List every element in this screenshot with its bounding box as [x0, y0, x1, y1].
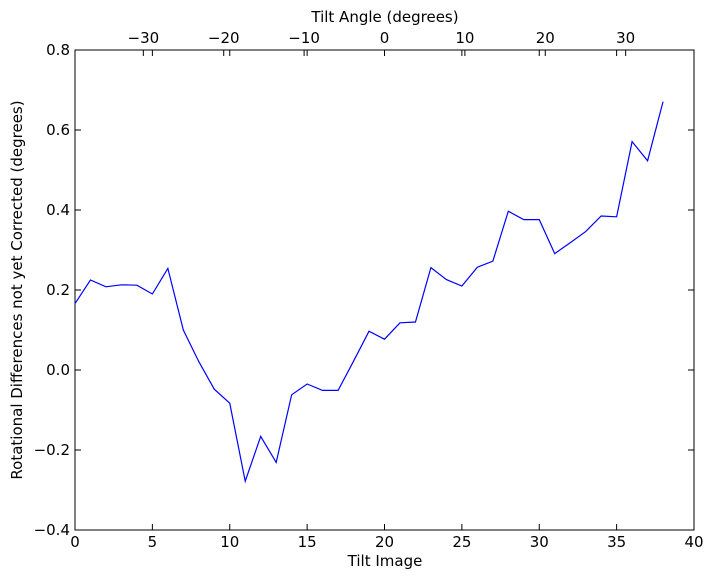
x-tick-label: 0: [70, 533, 80, 551]
y-tick-label: 0.4: [46, 201, 70, 219]
y-tick-label: 0.0: [46, 361, 70, 379]
plot-frame: [74, 49, 695, 531]
y-tick-label: 0.8: [46, 41, 70, 59]
top-x-tick-label: 0: [380, 29, 390, 47]
top-x-tick-label: −30: [128, 29, 160, 47]
ticks-layer: [74, 49, 695, 531]
x-tick-label: 30: [530, 533, 549, 551]
top-x-tick-label: 20: [536, 29, 555, 47]
x-tick-label: 20: [375, 533, 394, 551]
y-tick-label: 0.6: [46, 121, 70, 139]
x-tick-label: 25: [452, 533, 471, 551]
top-x-tick-label: −20: [208, 29, 240, 47]
x-axis-title: Tilt Image: [347, 552, 423, 570]
x-tick-label: 10: [220, 533, 239, 551]
top-axis-title: Tilt Angle (degrees): [310, 8, 458, 26]
top-x-tick-label: 30: [616, 29, 635, 47]
x-tick-label: 15: [298, 533, 317, 551]
top-x-tick-label: 10: [455, 29, 474, 47]
x-tick-label: 40: [684, 533, 703, 551]
series-line: [74, 101, 664, 484]
y-tick-label: 0.2: [46, 281, 70, 299]
top-x-tick-label: −10: [288, 29, 320, 47]
x-tick-label: 35: [607, 533, 626, 551]
x-tick-label: 5: [148, 533, 158, 551]
y-axis-title: Rotational Differences not yet Corrected…: [8, 100, 26, 479]
y-tick-label: −0.4: [34, 521, 70, 539]
y-tick-label: −0.2: [34, 441, 70, 459]
labels-layer: 0 5 10 15 20 25 30 35 40 −0.4 −0.2 0.0 0.2 0.4 0.6 0.8 −…: [34, 29, 704, 551]
